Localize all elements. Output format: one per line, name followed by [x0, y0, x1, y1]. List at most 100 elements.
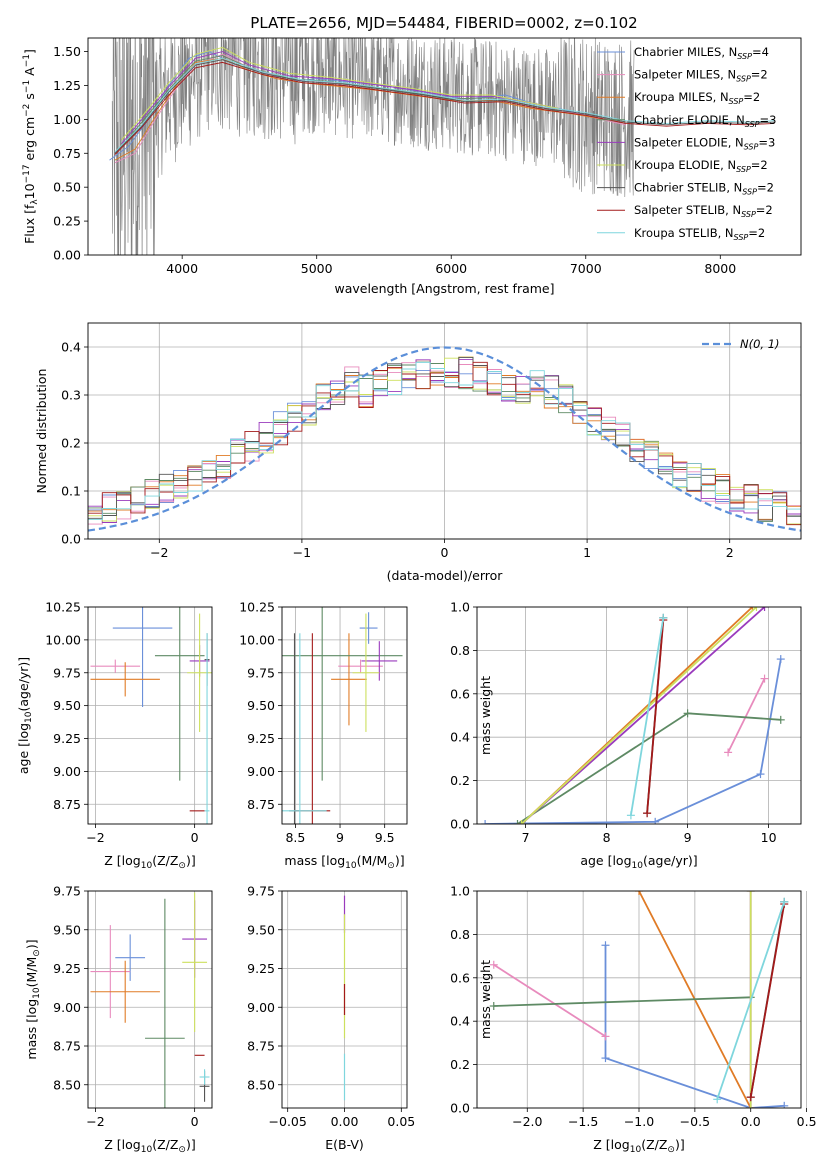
panel-residuals: −2 −1 0 1 2 0.0 0.1 0.2 0.3 0.4 N(0, 1) (data-model… — [34, 322, 802, 583]
weight-line-salpeter_miles — [727, 678, 766, 753]
tick-label-y: 0.6 — [450, 686, 470, 701]
tick-label-y: 8.50 — [53, 1077, 81, 1092]
tick-label-y: 0.25 — [53, 214, 81, 229]
tick-label-x: 8.5 — [285, 830, 305, 845]
weight-line-salpeter_elodie — [520, 607, 766, 824]
panel-mass_age: 8.5 9 9.5 8.75 9.00 9.25 9.50 9.75 10.00 10.25 mas… — [239, 600, 408, 871]
panel-ebv_mass: −0.05 0.00 0.05 8.50 8.75 9.00 9.25 9.50 9.75 E(B… — [247, 884, 415, 1153]
tick-label-x: −0.05 — [269, 1114, 307, 1129]
tick-label-y: 9.50 — [53, 922, 81, 937]
legend-label-salpeter_stelib: Salpeter STELIB, NSSP=2 — [634, 203, 773, 219]
tick-label-x: 0 — [191, 830, 199, 845]
tick-label-y: 10.25 — [45, 600, 81, 615]
legend-label-normal: N(0, 1) — [740, 337, 780, 351]
figure-title: PLATE=2656, MJD=54484, FIBERID=0002, z=0… — [250, 14, 637, 32]
weight-line-chabrier_miles — [485, 658, 782, 824]
y-axis-label-spectrum: Flux [fλ10−17 erg cm−2 s−1 A−1] — [22, 49, 40, 244]
tick-label-x: 0.00 — [331, 1114, 359, 1129]
panel-z_weight: −2.0 −1.5 −1.0 −0.5 0.0 0.5 0.0 0.2 0.4 0.6 0.8 1.0… — [450, 884, 816, 1156]
tick-label-y: 0.6 — [450, 970, 470, 985]
tick-label-x: −0.5 — [680, 1114, 710, 1129]
tick-label-x: 6000 — [435, 261, 467, 276]
weight-line-kroupa_stelib — [716, 901, 786, 1100]
tick-label-y: 0.00 — [53, 248, 81, 263]
tick-label-y: 0.8 — [450, 927, 470, 942]
y-axis-label-z_weight: mass weight — [478, 960, 493, 1039]
tick-label-x: 1 — [583, 545, 591, 560]
tick-label-x: 0 — [441, 545, 449, 560]
tick-label-y: 1.00 — [53, 112, 81, 127]
weight-line-salpeter_stelib — [749, 903, 786, 1098]
weight-line-kroupa_elodie — [520, 607, 758, 824]
tick-label-y: 0.4 — [61, 340, 81, 355]
tick-label-y: 9.00 — [247, 764, 275, 779]
tick-label-y: 0.2 — [450, 1057, 470, 1072]
model-chabrier_stelib — [114, 59, 775, 154]
tick-label-x: 2 — [726, 545, 734, 560]
plot-area-z_weight — [489, 891, 789, 1108]
legend-label-salpeter_miles: Salpeter MILES, NSSP=2 — [634, 68, 768, 84]
y-axis-label-z_age: age [log10(age/yr)] — [16, 657, 34, 774]
tick-label-y: 10.25 — [239, 600, 275, 615]
tick-label-x: 7000 — [570, 261, 602, 276]
tick-label-y: 8.75 — [247, 1039, 275, 1054]
tick-label-x: 9 — [684, 830, 692, 845]
weight-line-kroupa_stelib — [630, 617, 665, 816]
tick-label-y: 0.75 — [53, 146, 81, 161]
tick-label-y: 0.0 — [450, 1101, 470, 1116]
tick-label-y: 0.0 — [61, 532, 81, 547]
x-axis-label-age_weight: age [log10(age/yr)] — [580, 853, 697, 871]
tick-label-y: 1.0 — [450, 884, 470, 899]
legend-label-salpeter_elodie: Salpeter ELODIE, NSSP=3 — [634, 135, 775, 151]
tick-label-y: 9.25 — [53, 731, 81, 746]
tick-label-x: −2.0 — [512, 1114, 542, 1129]
tick-label-y: 9.00 — [53, 1000, 81, 1015]
x-axis-label-z_mass: Z [log10(Z/Z⊙)] — [104, 1137, 195, 1155]
legend-label-chabrier_elodie: Chabrier ELODIE, NSSP=3 — [634, 113, 776, 129]
x-axis-label-spectrum: wavelength [Angstrom, rest frame] — [334, 281, 554, 296]
tick-label-x: 0.0 — [741, 1114, 761, 1129]
axes-frame — [87, 322, 802, 540]
histogram-kroupa_stelib — [88, 361, 801, 521]
tick-label-y: 0.2 — [450, 773, 470, 788]
tick-label-y: 9.50 — [247, 698, 275, 713]
tick-label-y: 1.50 — [53, 44, 81, 59]
weight-line-chabrier_elodie — [493, 996, 751, 1007]
tick-label-y: 9.75 — [53, 665, 81, 680]
legend-label-chabrier_stelib: Chabrier STELIB, NSSP=2 — [634, 181, 774, 197]
tick-label-y: 9.75 — [247, 884, 275, 899]
panel-age_weight: 7 8 9 10 0.0 0.2 0.4 0.6 0.8 1.0 age [log10(age/yr… — [450, 600, 802, 871]
tick-label-x: 0.5 — [797, 1114, 817, 1129]
weight-line-chabrier_elodie — [517, 712, 781, 824]
axes-frame — [87, 890, 213, 1109]
y-axis-label-residuals: Normed distribution — [34, 369, 49, 494]
normal-curve — [88, 346, 801, 532]
tick-label-y: 1.0 — [450, 600, 470, 615]
data-spectrum — [111, 38, 635, 255]
axes-frame — [87, 37, 802, 256]
tick-label-y: 0.4 — [450, 730, 470, 745]
x-axis-label-z_age: Z [log10(Z/Z⊙)] — [104, 853, 195, 871]
tick-label-y: 8.50 — [247, 1077, 275, 1092]
tick-label-y: 8.75 — [53, 797, 81, 812]
tick-label-y: 9.75 — [53, 884, 81, 899]
y-axis-label-z_mass: mass [log10(M/M⊙)] — [24, 939, 42, 1059]
tick-label-y: 8.75 — [247, 797, 275, 812]
tick-label-y: 9.50 — [247, 922, 275, 937]
tick-label-y: 0.0 — [450, 817, 470, 832]
legend-label-chabrier_miles: Chabrier MILES, NSSP=4 — [634, 45, 769, 61]
x-axis-label-residuals: (data-model)/error — [387, 568, 504, 583]
weight-line-salpeter_miles — [493, 964, 606, 1038]
tick-label-x: 5000 — [301, 261, 333, 276]
legend-label-kroupa_elodie: Kroupa ELODIE, NSSP=2 — [634, 158, 768, 174]
axes-frame — [281, 606, 408, 825]
tick-label-x: 10 — [761, 830, 777, 845]
tick-label-x: −2 — [86, 830, 104, 845]
x-axis-label-mass_age: mass [log10(M/M⊙)] — [284, 853, 404, 871]
tick-label-y: 10.00 — [45, 632, 81, 647]
tick-label-x: −2 — [150, 545, 168, 560]
tick-label-x: 4000 — [166, 261, 198, 276]
tick-label-y: 0.50 — [53, 180, 81, 195]
plot-area-age_weight — [481, 607, 785, 824]
